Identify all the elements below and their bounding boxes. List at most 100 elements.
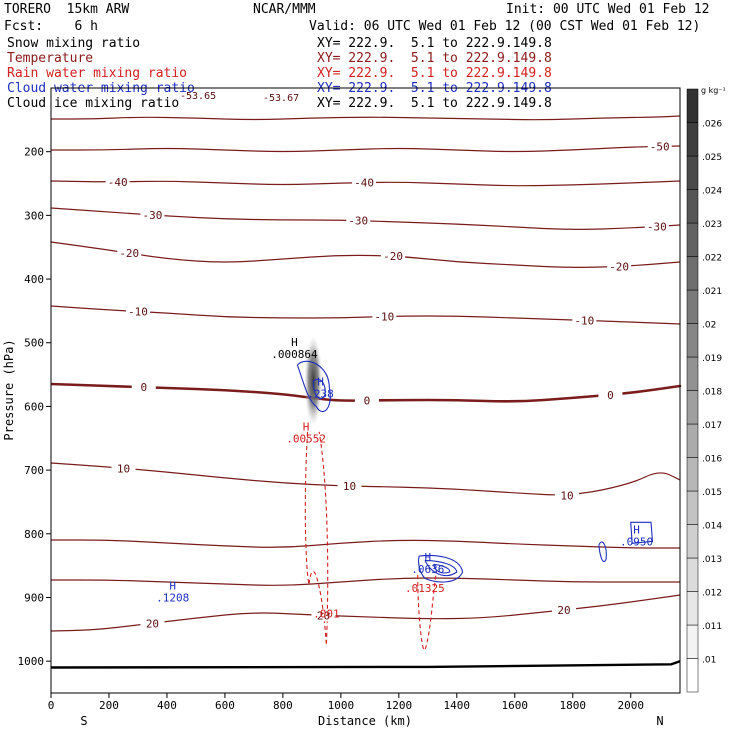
- x-tick-label: 0: [48, 699, 55, 712]
- temperature-label: 0: [364, 395, 371, 408]
- temperature-label: -10: [374, 311, 394, 324]
- field-rain-name: Rain water mixing ratio: [7, 66, 188, 81]
- colorbar-level-label: .014: [702, 522, 722, 532]
- colorbar-swatch: [686, 423, 699, 458]
- y-tick-label: 300: [24, 209, 44, 222]
- field-cloudice-name: Cloud ice mixing ratio: [7, 96, 180, 111]
- colorbar-level-label: .012: [702, 589, 722, 599]
- colorbar-level-label: .016: [702, 455, 722, 465]
- colorbar-level-label: .019: [702, 354, 722, 364]
- cloud-water-max-value: .1208: [156, 591, 189, 604]
- y-tick-label: 600: [24, 400, 44, 413]
- temperature-label: -10: [574, 314, 594, 327]
- temperature-label: -20: [609, 260, 629, 273]
- x-tick-label: 200: [99, 699, 119, 712]
- field-snow-xy: XY= 222.9. 5.1 to 222.9.149.8: [317, 36, 552, 51]
- colorbar-swatch: [686, 189, 699, 224]
- temperature-contour: [50, 115, 681, 121]
- temperature-label-bg: [117, 247, 142, 260]
- y-axis-title: Pressure (hPa): [2, 339, 16, 440]
- colorbar-swatch: [686, 356, 699, 391]
- x-tick-label: 800: [273, 699, 293, 712]
- cloud-water-max-value: .0636: [411, 563, 444, 576]
- x-tick-label: 600: [215, 699, 235, 712]
- cloud-water-contour: [433, 563, 451, 574]
- temperature-label-bg: [140, 617, 165, 630]
- rain-water-max-value: .001: [313, 607, 340, 620]
- temperature-label-bg: [372, 310, 397, 323]
- temperature-contour: [50, 145, 681, 153]
- temperature-label-bg: [111, 462, 136, 475]
- temperature-label: 0: [140, 381, 147, 394]
- temperature-label-bg: [131, 381, 156, 394]
- center-name: NCAR/MMM: [253, 2, 316, 17]
- temperature-label-bg: [607, 260, 632, 273]
- colorbar-swatch: [686, 390, 699, 425]
- colorbar-level-label: .026: [702, 120, 722, 130]
- forecast-hour: Fcst: 6 h: [4, 19, 98, 34]
- cloud-water-contour: [418, 554, 464, 583]
- x-tick-label: 1800: [560, 699, 587, 712]
- x-axis-title: Distance (km): [318, 714, 412, 728]
- temperature-contour: [51, 577, 681, 586]
- colorbar-swatch: [686, 457, 699, 492]
- temperature-label: -30: [348, 215, 368, 228]
- cloud-water-contour: [424, 559, 458, 577]
- field-temperature-name: Temperature: [7, 51, 94, 66]
- rain-water-contour: [417, 571, 438, 651]
- cloud-water-max-marker: H: [169, 579, 176, 592]
- temperature-contour: [51, 539, 681, 549]
- terrain-line: [50, 660, 681, 669]
- rain-water-max-value: .01325: [405, 582, 445, 595]
- cloud-water-contour: [296, 360, 331, 413]
- temperature-label: 10: [117, 462, 130, 475]
- snow-max-marker: H: [291, 336, 298, 349]
- field-rain-xy: XY= 222.9. 5.1 to 222.9.149.8: [317, 66, 552, 81]
- temperature-label-bg: [105, 175, 130, 188]
- snow-max-value: .000864: [271, 348, 318, 361]
- valid-time: Valid: 06 UTC Wed 01 Feb 12 (00 CST Wed …: [309, 19, 701, 34]
- model-title: TORERO 15km ARW: [4, 2, 130, 17]
- colorbar-swatch: [686, 323, 699, 358]
- y-tick-label: 400: [24, 273, 44, 286]
- colorbar-swatch: [686, 88, 699, 123]
- temperature-label-bg: [598, 388, 623, 401]
- colorbar-swatch: [686, 490, 699, 525]
- top-temp-label: -53.65: [180, 91, 216, 102]
- temperature-label: -10: [128, 306, 148, 319]
- temperature-label: -30: [143, 209, 163, 222]
- colorbar-level-label: .018: [702, 388, 722, 398]
- temperature-label: -50: [650, 140, 670, 153]
- temperature-label: 0: [607, 389, 614, 402]
- colorbar-swatch: [686, 122, 699, 157]
- plot-frame: [50, 87, 681, 694]
- cloud-water-max-value: .238: [307, 388, 334, 401]
- field-snow-name: Snow mixing ratio: [7, 36, 141, 51]
- colorbar-swatch: [686, 256, 699, 291]
- cloud-water-max-value: .0950: [620, 535, 653, 548]
- x-tick-label: 1400: [444, 699, 471, 712]
- colorbar-level-label: .024: [702, 187, 722, 197]
- colorbar-swatch: [686, 222, 699, 257]
- temperature-label: 20: [317, 609, 330, 622]
- temperature-label: -40: [108, 176, 128, 189]
- temperature-label: -40: [354, 177, 374, 190]
- y-tick-label: 1000: [18, 655, 45, 668]
- y-tick-label: 900: [24, 591, 44, 604]
- temperature-label-bg: [354, 394, 379, 407]
- colorbar-level-label: .015: [702, 488, 722, 498]
- y-tick-label: 800: [24, 528, 44, 541]
- north-end-label: N: [656, 714, 663, 728]
- field-cloudice-xy: XY= 222.9. 5.1 to 222.9.149.8: [317, 96, 552, 111]
- cloud-water-max-marker: H: [425, 551, 432, 564]
- colorbar-level-label: .01: [702, 656, 716, 666]
- temperature-label-bg: [346, 214, 371, 227]
- temperature-label: -20: [383, 250, 403, 263]
- colorbar-unit: g kg⁻¹: [701, 86, 726, 95]
- south-end-label: S: [80, 714, 87, 728]
- temperature-label-bg: [647, 140, 672, 153]
- temperature-contour: [50, 594, 681, 632]
- temperature-label-bg: [337, 480, 362, 493]
- temperature-label-bg: [572, 314, 597, 327]
